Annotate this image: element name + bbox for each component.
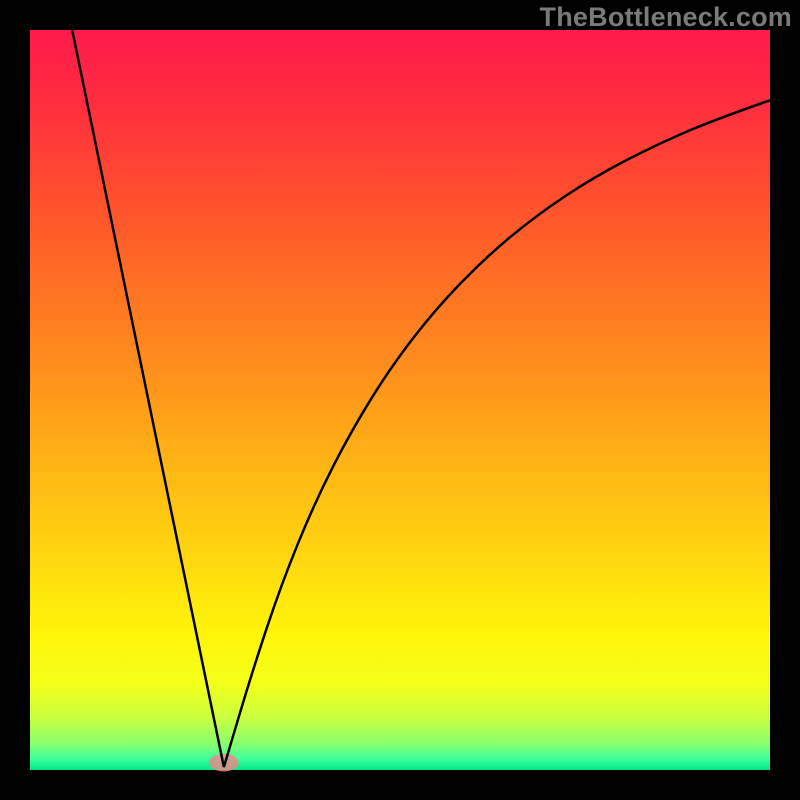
plot-background <box>30 30 770 770</box>
watermark-text: TheBottleneck.com <box>540 2 792 33</box>
bottleneck-chart <box>0 0 800 800</box>
